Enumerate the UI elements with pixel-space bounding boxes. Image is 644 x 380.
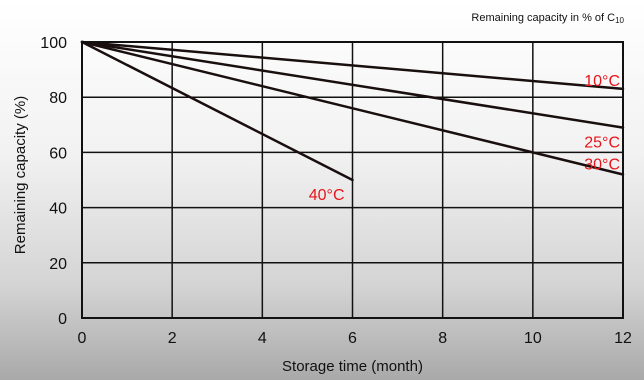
series-labels: 10°C 25°C 30°C 40°C <box>309 73 620 204</box>
y-tick-label: 100 <box>40 35 67 52</box>
series-label-3: 30°C <box>584 156 620 173</box>
x-tick-label: 8 <box>438 330 447 347</box>
y-tick-label: 40 <box>49 201 67 218</box>
series-lines <box>80 40 625 182</box>
x-axis-title: Storage time (month) <box>282 358 423 375</box>
y-tick-label: 20 <box>49 256 67 273</box>
plot-border <box>81 41 624 319</box>
x-tick-label: 12 <box>614 330 632 347</box>
y-tick-label: 60 <box>49 145 67 162</box>
chart-title: Remaining capacity in % of C10 <box>471 12 624 25</box>
series-label-1: 10°C <box>584 73 620 90</box>
series-label-4: 40°C <box>309 187 345 204</box>
x-tick-label: 0 <box>78 330 87 347</box>
grid <box>82 42 623 318</box>
y-tick-label: 80 <box>49 90 67 107</box>
y-axis-title: Remaining capacity (%) <box>12 96 29 254</box>
series-line-2 <box>80 40 625 129</box>
x-tick-label: 6 <box>348 330 357 347</box>
series-label-2: 25°C <box>584 135 620 152</box>
x-tick-label: 2 <box>168 330 177 347</box>
tick-labels: 0 2 4 6 8 10 12 0 20 40 60 80 100 <box>40 35 632 347</box>
series-line-4 <box>80 40 354 182</box>
series-line-1 <box>80 40 625 91</box>
y-tick-label: 0 <box>58 311 67 328</box>
series-line-3 <box>80 40 625 176</box>
x-tick-label: 10 <box>524 330 542 347</box>
x-tick-label: 4 <box>258 330 267 347</box>
